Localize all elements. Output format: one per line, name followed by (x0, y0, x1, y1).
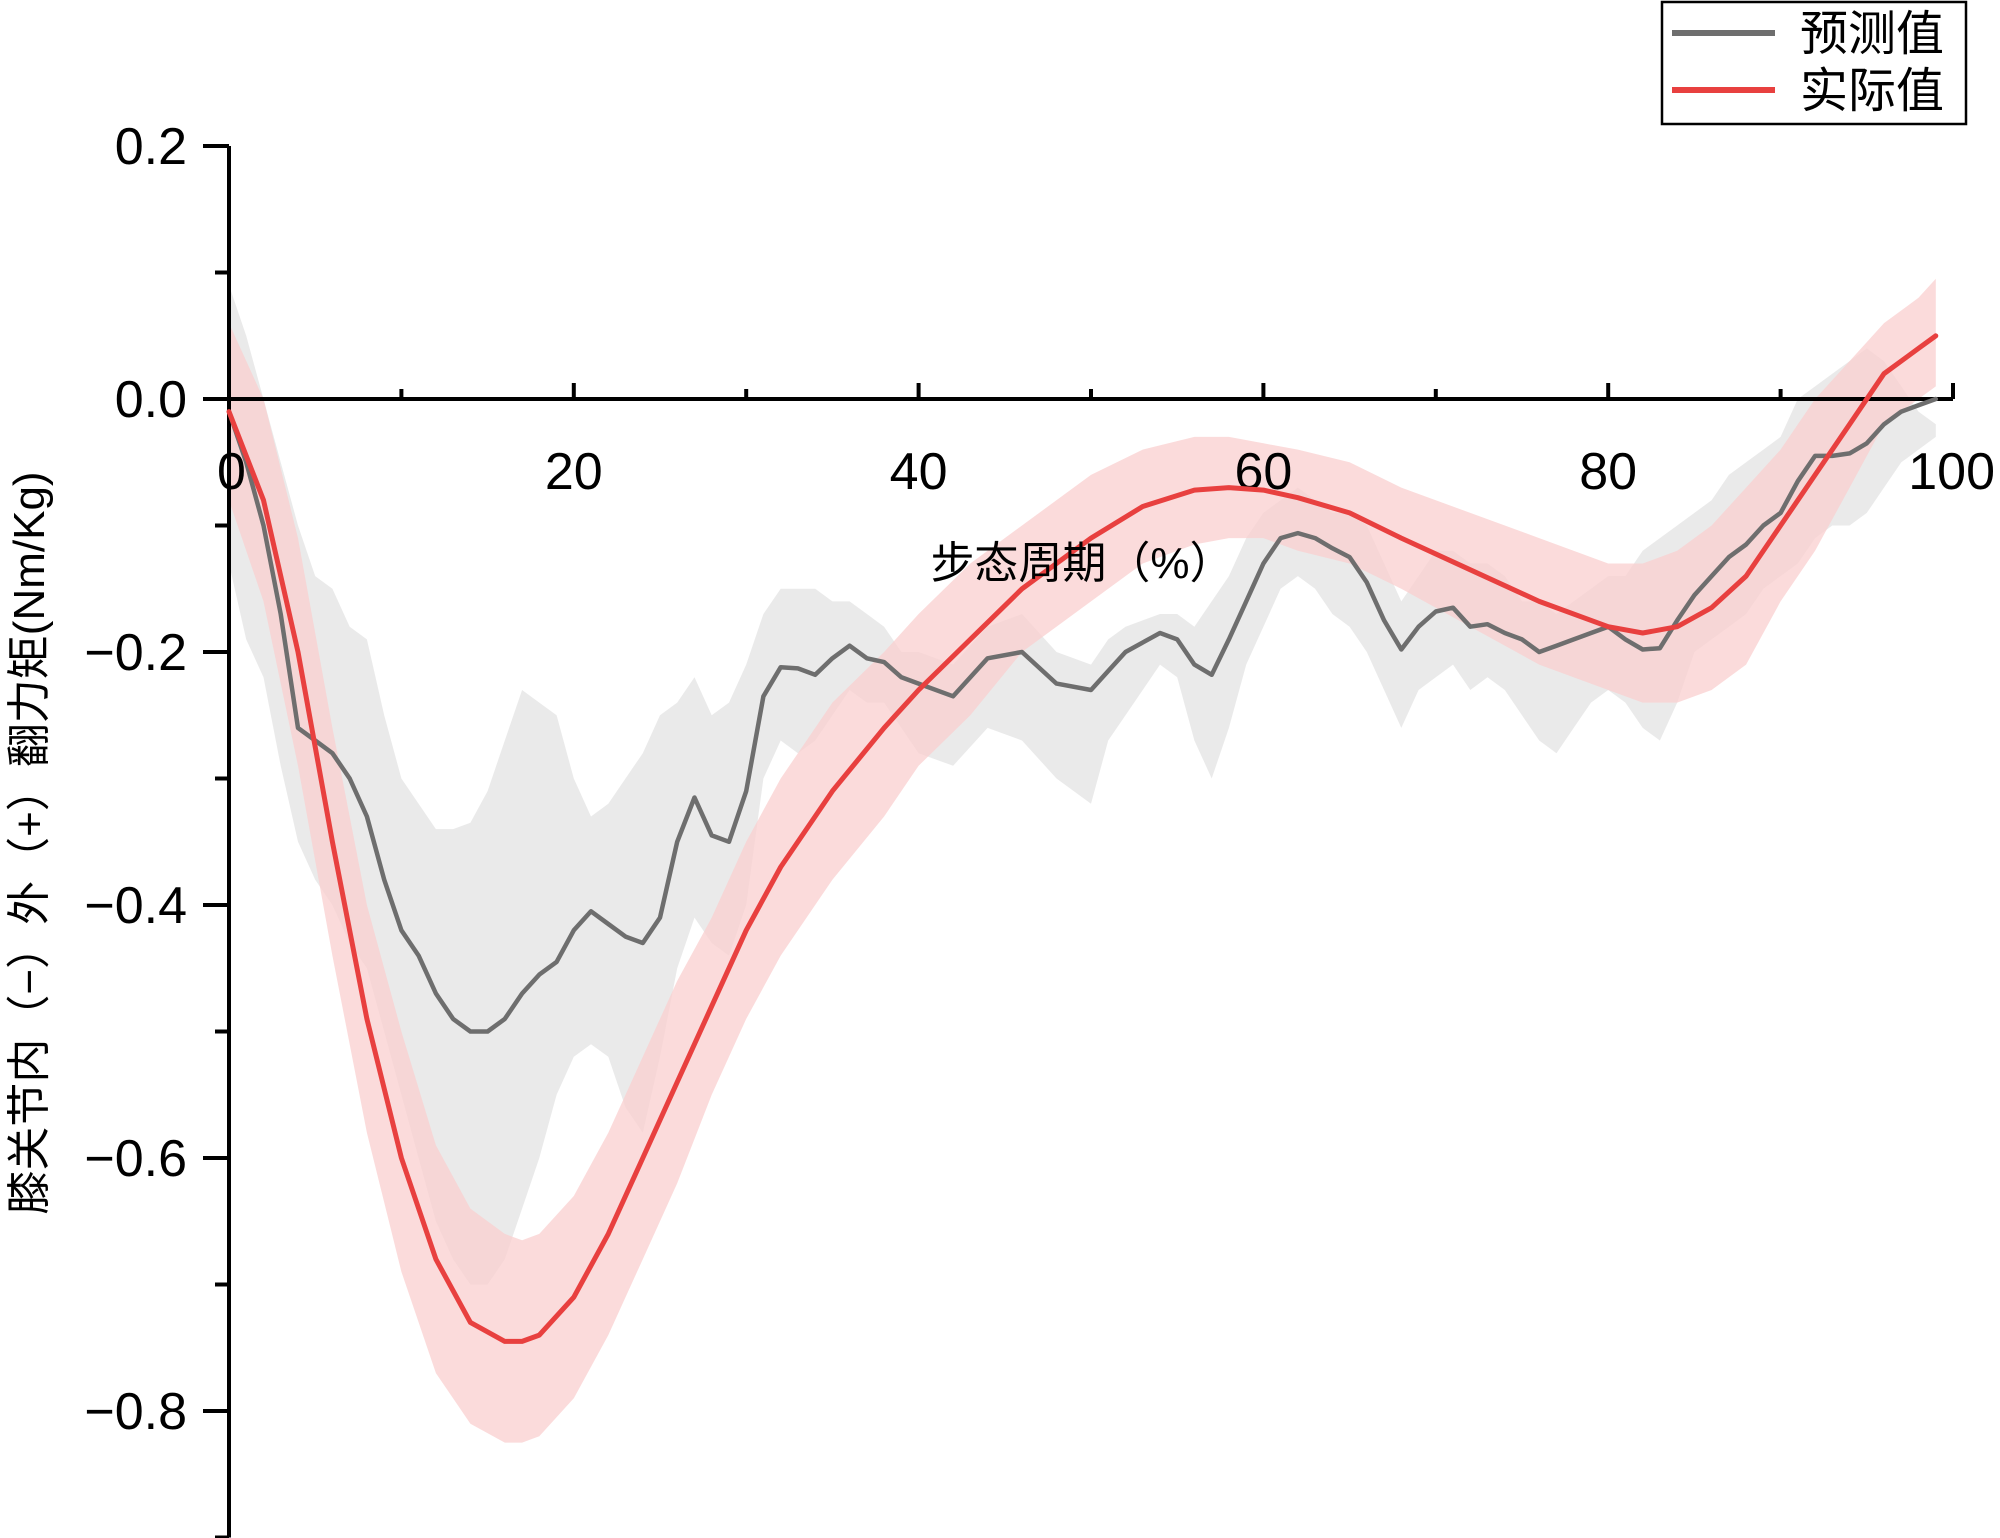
confidence-bands (229, 278, 1936, 1443)
axes: 0.20.0−0.2−0.4−0.6−0.80 20 40 60 80 100 (84, 118, 1995, 1538)
y-tick-label: 0.2 (115, 118, 187, 176)
band-series-0 (229, 285, 1936, 1285)
x-tick-label: 40 (890, 443, 948, 501)
series-lines (226, 333, 1939, 1344)
series-line-1 (226, 333, 1939, 1344)
y-tick-label: −0.4 (84, 877, 187, 935)
y-tick-label: 0.0 (115, 371, 187, 429)
legend-label-predicted: 预测值 (1800, 8, 1944, 61)
legend-label-actual: 实际值 (1800, 65, 1944, 118)
x-tick-label: 20 (545, 443, 603, 501)
band-series-1 (229, 278, 1936, 1443)
series-line-0 (226, 396, 1939, 1034)
x-axis-label: 步态周期（%） (930, 539, 1233, 588)
legend-box (1660, 0, 1968, 126)
x-tick-label: 80 (1579, 443, 1637, 501)
y-axis-label: 膝关节内（−）外（+）翻力矩(Nm/Kg) (5, 471, 54, 1214)
x-tick-label: 100 (1908, 443, 1995, 501)
legend: 预测值 实际值 (1660, 0, 1968, 126)
y-tick-label: −0.6 (84, 1130, 187, 1188)
y-tick-label: −0.8 (84, 1383, 187, 1441)
y-tick-label: −0.2 (84, 624, 187, 682)
axis-labels: 步态周期（%） 膝关节内（−）外（+）翻力矩(Nm/Kg) (5, 471, 1234, 1214)
